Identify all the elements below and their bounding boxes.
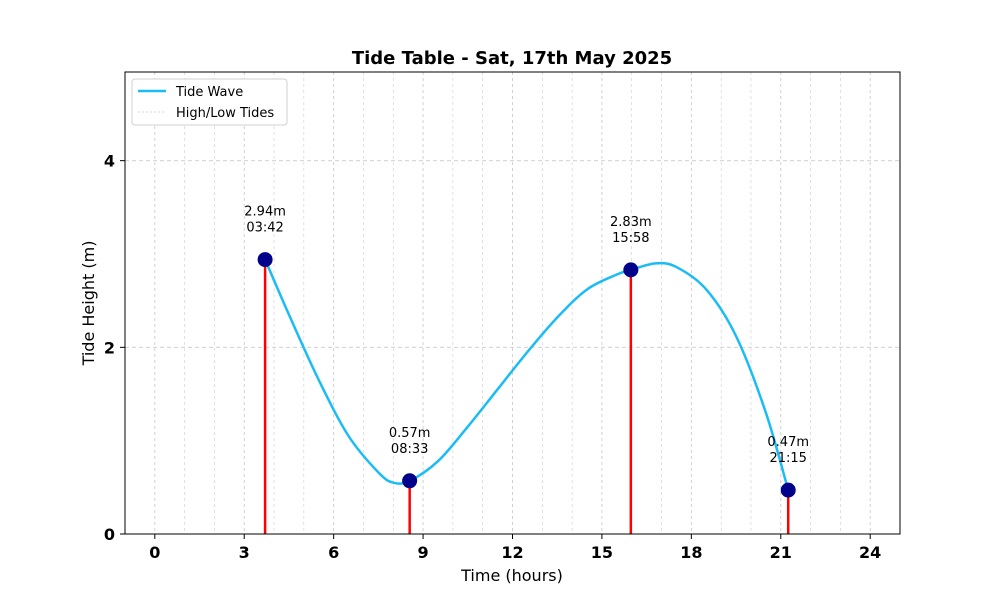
y-tick-label: 0 bbox=[104, 525, 115, 544]
x-tick-label: 9 bbox=[418, 543, 429, 562]
tide-wave-line bbox=[263, 259, 790, 491]
tide-time-label: 08:33 bbox=[391, 442, 428, 457]
x-tick-label: 0 bbox=[149, 543, 160, 562]
x-tick-label: 12 bbox=[501, 543, 523, 562]
tide-time-label: 21:15 bbox=[769, 451, 806, 466]
y-tick-label: 2 bbox=[104, 338, 115, 357]
legend-box bbox=[131, 78, 288, 126]
tide-marker bbox=[402, 473, 418, 489]
tide-wave bbox=[263, 259, 790, 491]
tide-height-label: 0.47m bbox=[767, 435, 809, 450]
tide-height-label: 2.83m bbox=[610, 215, 652, 230]
x-axis-label: Time (hours) bbox=[460, 566, 563, 585]
tide-markers bbox=[257, 252, 796, 498]
legend-tides-label: High/Low Tides bbox=[176, 106, 274, 121]
tide-time-label: 03:42 bbox=[246, 221, 283, 236]
tide-height-label: 2.94m bbox=[244, 205, 286, 220]
tide-stems bbox=[263, 259, 790, 534]
tide-height-label: 0.57m bbox=[389, 426, 431, 441]
legend-wave-label: Tide Wave bbox=[175, 85, 243, 100]
tide-marker bbox=[257, 252, 273, 268]
tide-marker bbox=[623, 262, 639, 278]
y-axis-label: Tide Height (m) bbox=[79, 241, 98, 367]
tide-time-label: 15:58 bbox=[612, 231, 649, 246]
legend: Tide Wave High/Low Tides bbox=[131, 78, 288, 126]
y-tick-label: 4 bbox=[104, 152, 115, 171]
x-tick-label: 21 bbox=[770, 543, 792, 562]
x-tick-label: 3 bbox=[239, 543, 250, 562]
tide-marker bbox=[780, 482, 796, 498]
x-tick-label: 24 bbox=[859, 543, 881, 562]
x-tick-label: 6 bbox=[328, 543, 339, 562]
chart-title: Tide Table - Sat, 17th May 2025 bbox=[352, 48, 672, 69]
x-tick-label: 18 bbox=[680, 543, 702, 562]
x-tick-label: 15 bbox=[591, 543, 613, 562]
